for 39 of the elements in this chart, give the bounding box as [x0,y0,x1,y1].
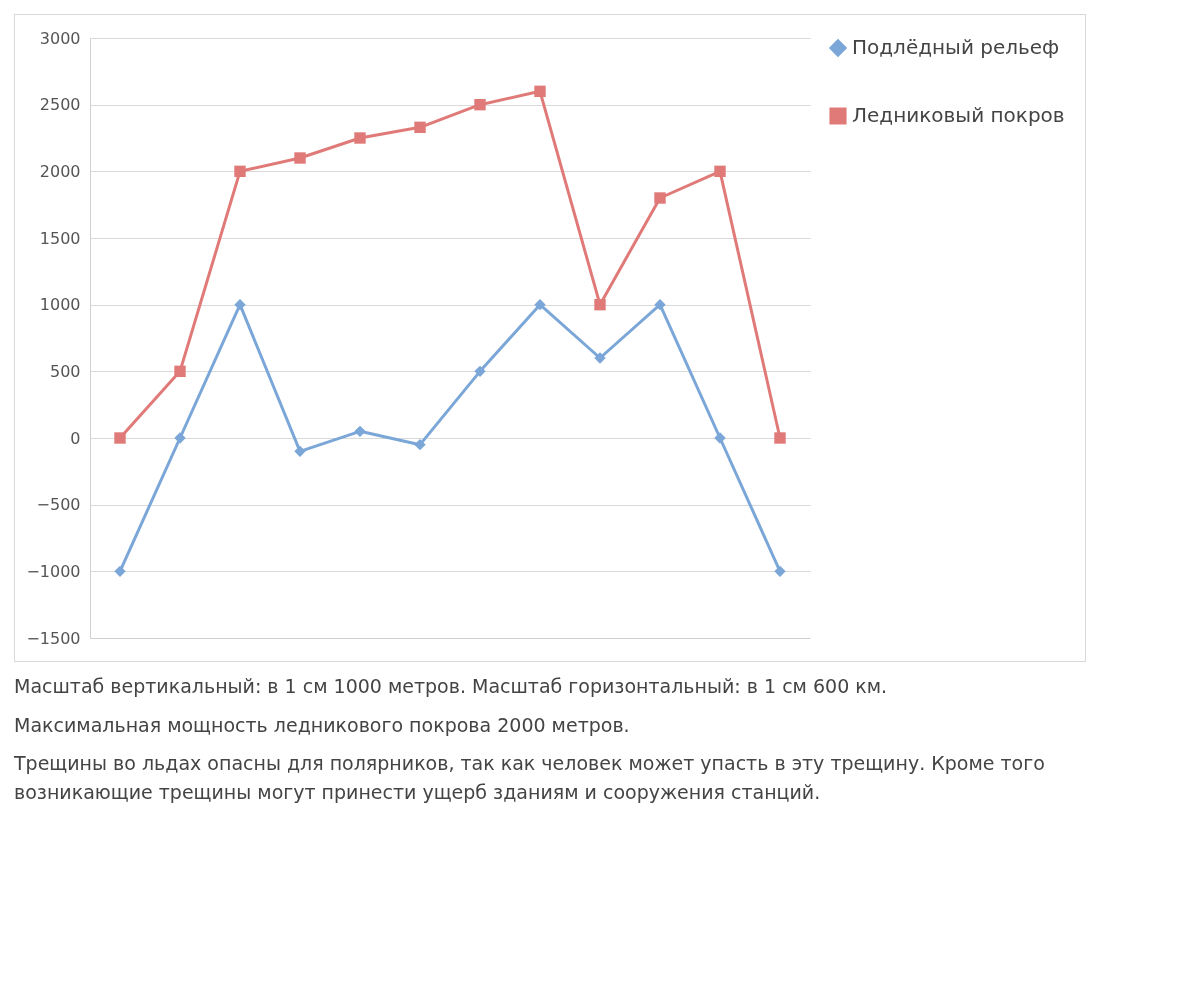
y-tick-label: 0 [70,428,81,448]
point [654,298,666,311]
point [234,165,246,178]
point [534,85,546,98]
point [714,432,726,444]
point [414,438,426,451]
text: Масштаб вертикальный: в 1 см 1000 метров. Масштаб горизонтальный: в 1 см 600 км. [14,674,889,699]
point [174,365,186,378]
y-tick-label: 2000 [39,161,81,181]
point [774,565,786,578]
y-tick-label: 2500 [39,95,81,115]
point [414,121,426,134]
point [234,298,246,311]
legend-label: Подлёдный рельеф [852,35,1060,59]
point [114,565,126,578]
point [294,445,306,458]
text: Максимальная мощность ледникового покрова 2000 метров. [14,712,631,738]
y-tick-label: 1000 [39,295,81,315]
y-tick-label: 3000 [39,28,81,48]
point [174,432,186,444]
point [294,152,306,164]
point [774,432,786,444]
point [474,365,486,378]
y-tick-label: −500 [36,495,81,515]
y-tick-label: −1500 [26,628,81,648]
text: Трещины во льдах опасны для полярников, так как человек может упасть в эту трещину. Кроме того возникающие трещины могут принести ущерб зданиям и сооружения станций. [14,751,1046,805]
point [354,425,366,438]
point [354,132,366,144]
y-tick-label: −1000 [26,561,81,581]
point [534,298,546,311]
y-tick-label: 1500 [39,228,81,248]
point [654,192,666,204]
legend-label: Ледниковый покров [852,103,1065,127]
point [474,98,486,111]
y-tick-label: 500 [49,361,81,381]
point [594,298,606,311]
point [714,165,726,178]
point [114,432,126,444]
point [594,352,606,364]
